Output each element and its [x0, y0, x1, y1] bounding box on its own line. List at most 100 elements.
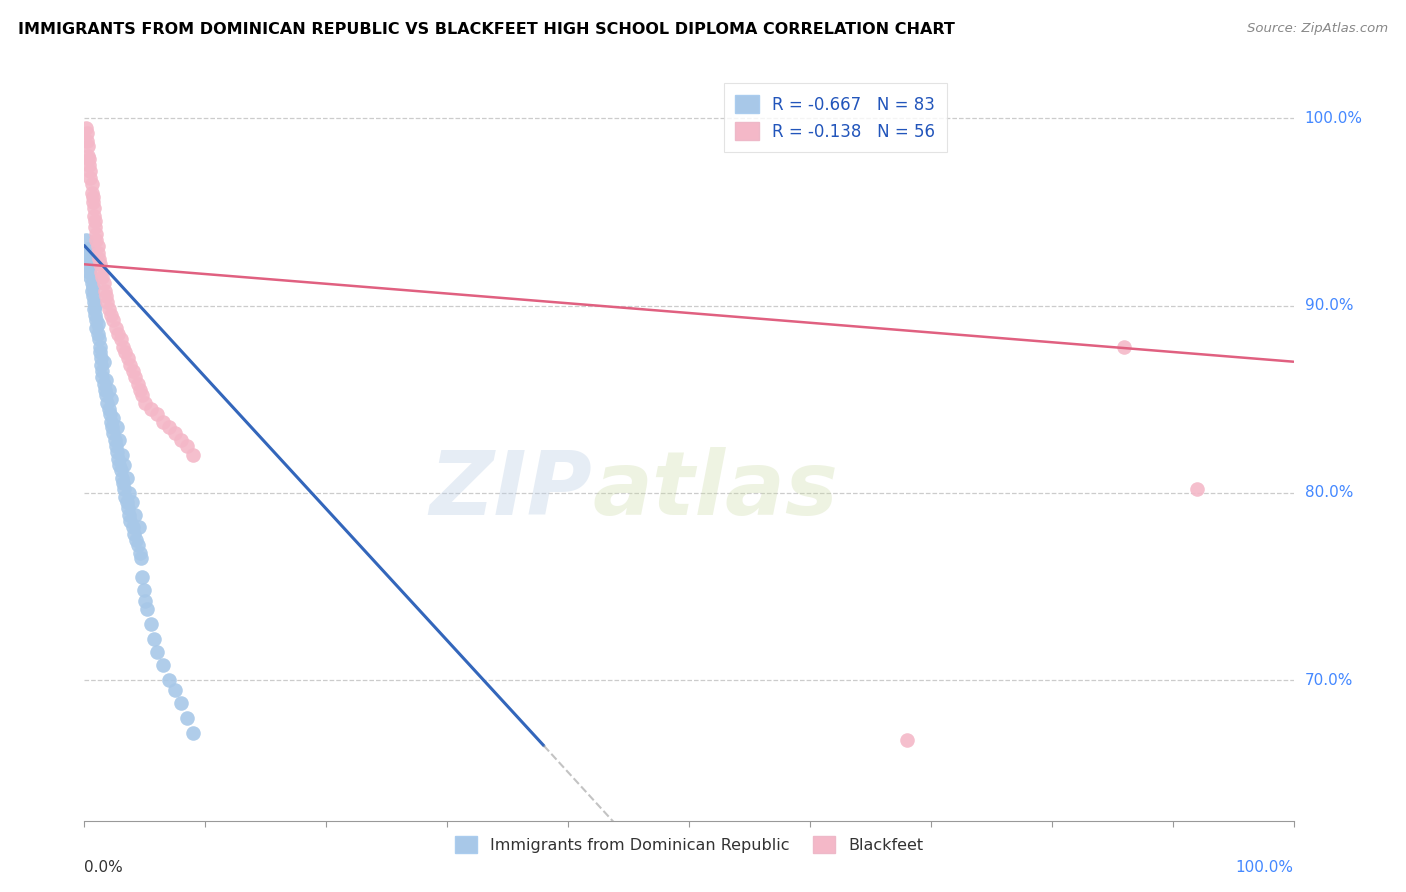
Text: 0.0%: 0.0% [84, 860, 124, 874]
Point [112, 482, 135, 496]
Point [1114, 340, 1136, 354]
Point [82, 190, 104, 204]
Point [91, 364, 114, 378]
Point [77, 139, 100, 153]
Point [86, 227, 108, 242]
Point [87, 332, 110, 346]
Point [139, 401, 162, 416]
Point [170, 696, 193, 710]
Text: 100.0%: 100.0% [1305, 111, 1362, 126]
Point [90, 351, 112, 365]
Point [77, 265, 100, 279]
Point [89, 345, 111, 359]
Point [80, 276, 103, 290]
Point [122, 527, 145, 541]
Point [132, 583, 155, 598]
Point [83, 201, 105, 215]
Text: 100.0%: 100.0% [1236, 860, 1294, 874]
Point [143, 632, 166, 646]
Point [118, 485, 141, 500]
Point [127, 538, 149, 552]
Point [117, 351, 139, 365]
Point [103, 313, 125, 327]
Point [76, 246, 98, 260]
Point [115, 495, 138, 509]
Y-axis label: High School Diploma: High School Diploma [0, 367, 7, 525]
Point [115, 471, 138, 485]
Point [79, 261, 101, 276]
Text: ZIP: ZIP [429, 448, 592, 534]
Point [86, 321, 108, 335]
Point [89, 257, 111, 271]
Point [86, 317, 108, 331]
Point [152, 415, 174, 429]
Point [84, 308, 107, 322]
Point [94, 284, 117, 298]
Point [129, 546, 152, 560]
Point [176, 710, 198, 724]
Point [91, 270, 114, 285]
Point [86, 313, 108, 327]
Point [152, 658, 174, 673]
Point [124, 508, 146, 523]
Point [76, 126, 98, 140]
Point [114, 345, 136, 359]
Point [136, 602, 159, 616]
Text: 70.0%: 70.0% [1305, 673, 1353, 688]
Point [176, 439, 198, 453]
Point [120, 359, 142, 373]
Point [77, 153, 100, 167]
Point [108, 458, 131, 472]
Point [82, 280, 104, 294]
Point [124, 369, 146, 384]
Text: Source: ZipAtlas.com: Source: ZipAtlas.com [1247, 22, 1388, 36]
Point [103, 410, 125, 425]
Point [93, 355, 115, 369]
Point [118, 508, 141, 523]
Point [83, 294, 105, 309]
Point [110, 332, 132, 346]
Point [84, 214, 107, 228]
Point [79, 171, 101, 186]
Point [121, 364, 143, 378]
Point [131, 388, 153, 402]
Point [76, 134, 98, 148]
Point [131, 570, 153, 584]
Point [90, 359, 112, 373]
Point [120, 514, 142, 528]
Point [94, 388, 117, 402]
Point [111, 449, 134, 463]
Text: 90.0%: 90.0% [1305, 298, 1353, 313]
Point [86, 326, 108, 341]
Point [97, 401, 120, 416]
Point [77, 252, 100, 266]
Point [77, 148, 100, 162]
Point [108, 434, 131, 448]
Point [77, 243, 100, 257]
Point [75, 233, 97, 247]
Point [112, 476, 135, 491]
Point [129, 383, 152, 397]
Point [101, 420, 124, 434]
Point [112, 458, 135, 472]
Point [96, 294, 118, 309]
Point [90, 265, 112, 279]
Point [100, 415, 122, 429]
Point [80, 186, 103, 201]
Point [165, 425, 187, 440]
Point [96, 396, 118, 410]
Point [107, 326, 129, 341]
Point [87, 252, 110, 266]
Point [121, 519, 143, 533]
Point [82, 195, 104, 210]
Point [100, 392, 122, 407]
Point [93, 377, 115, 392]
Point [139, 617, 162, 632]
Point [146, 645, 169, 659]
Point [86, 238, 108, 252]
Text: atlas: atlas [592, 448, 838, 534]
Point [181, 725, 204, 739]
Point [110, 463, 132, 477]
Point [103, 425, 125, 440]
Point [80, 177, 103, 191]
